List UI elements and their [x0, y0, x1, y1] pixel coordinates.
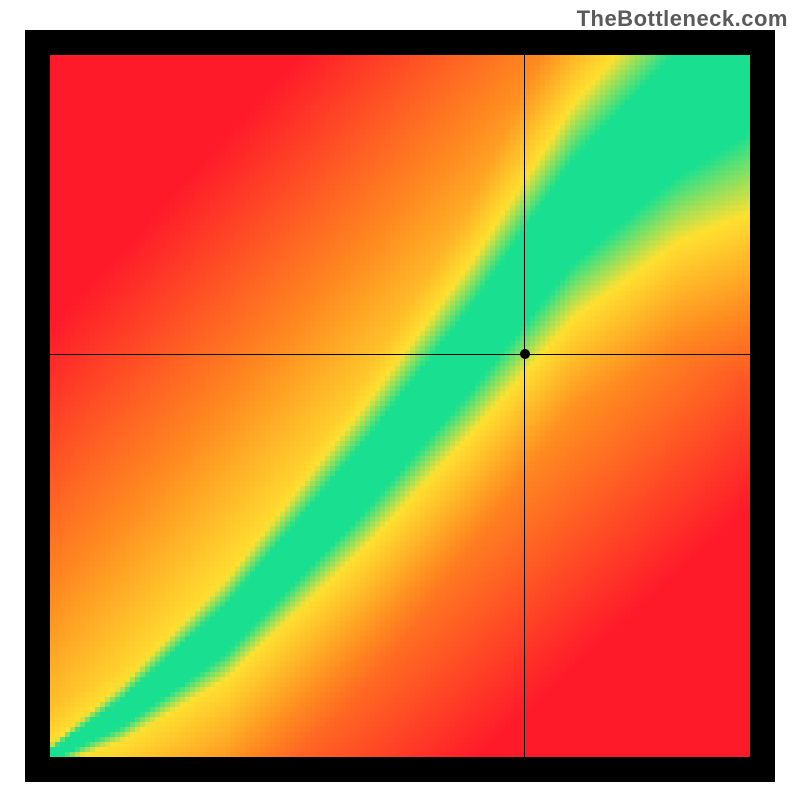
crosshair-vertical [524, 55, 525, 757]
crosshair-horizontal [50, 354, 750, 355]
heatmap-canvas [50, 55, 750, 757]
watermark-text: TheBottleneck.com [577, 6, 788, 32]
crosshair-marker [520, 349, 530, 359]
chart-container: TheBottleneck.com [0, 0, 800, 800]
